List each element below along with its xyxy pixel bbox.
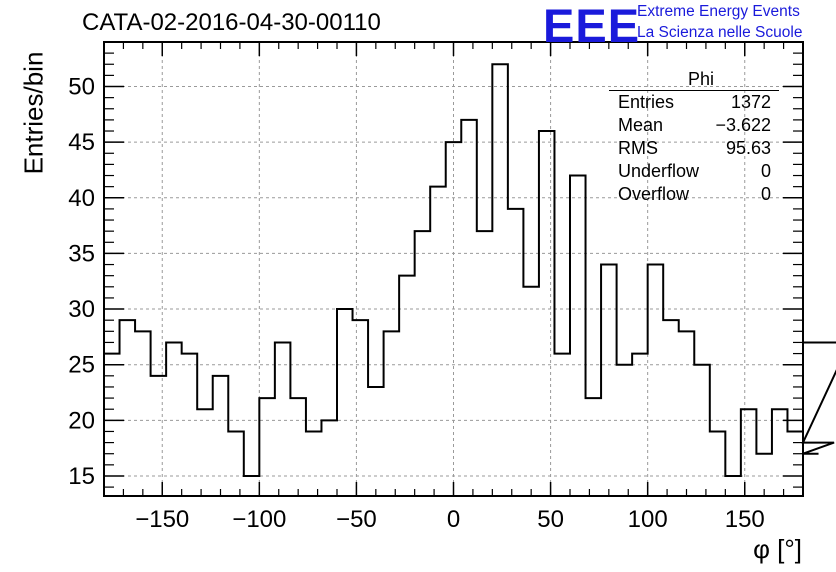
stats-title: Phi <box>609 68 779 91</box>
y-tick-label: 50 <box>68 74 95 101</box>
logo-line-2: La Scienza nelle Scuole <box>637 24 803 41</box>
x-tick-label: 100 <box>628 506 668 533</box>
x-axis-label: φ [°] <box>753 534 802 564</box>
x-tick-label: 0 <box>447 506 460 533</box>
y-tick-label: 30 <box>68 296 95 323</box>
stats-value: 95.63 <box>725 138 771 158</box>
tick-labels: −150 −100 −50 0 50 100 150 15 20 25 30 35 40 45 50 <box>68 74 764 533</box>
histogram-line <box>104 63 836 477</box>
stats-label: Overflow <box>618 184 690 204</box>
x-tick-label: 50 <box>537 506 564 533</box>
stats-row: Entries 1372 <box>609 91 779 114</box>
chart-title: CATA-02-2016-04-30-00110 <box>82 9 381 36</box>
stats-value: 1372 <box>730 92 771 112</box>
x-tick-label: −150 <box>135 506 189 533</box>
stats-label: Underflow <box>618 161 700 181</box>
stats-row: Overflow 0 <box>609 183 779 206</box>
y-tick-label: 45 <box>68 129 95 156</box>
y-axis-label: Entries/bin <box>18 51 49 175</box>
plot-frame <box>103 41 804 497</box>
stats-value: 0 <box>760 184 771 204</box>
x-tick-label: −50 <box>336 506 377 533</box>
eee-logo: EEE <box>543 0 641 52</box>
stats-row: Underflow 0 <box>609 160 779 183</box>
stats-box: Phi Entries 1372 Mean −3.622 RMS 95.63 Unde… <box>609 68 779 206</box>
stats-label: Mean <box>618 115 664 135</box>
stats-label: RMS <box>618 138 658 158</box>
y-tick-label: 20 <box>68 407 95 434</box>
stats-row: RMS 95.63 <box>609 137 779 160</box>
stats-value: −3.622 <box>715 115 771 135</box>
x-tick-label: −100 <box>232 506 286 533</box>
grid-lines <box>104 42 803 496</box>
stats-label: Entries <box>618 92 675 112</box>
logo-line-1: Extreme Energy Events <box>637 3 800 20</box>
stats-row: Mean −3.622 <box>609 114 779 137</box>
y-tick-label: 40 <box>68 185 95 212</box>
stats-value: 0 <box>760 161 771 181</box>
y-tick-label: 25 <box>68 352 95 379</box>
x-tick-label: 150 <box>725 506 765 533</box>
y-tick-label: 15 <box>68 463 95 490</box>
y-tick-label: 35 <box>68 240 95 267</box>
